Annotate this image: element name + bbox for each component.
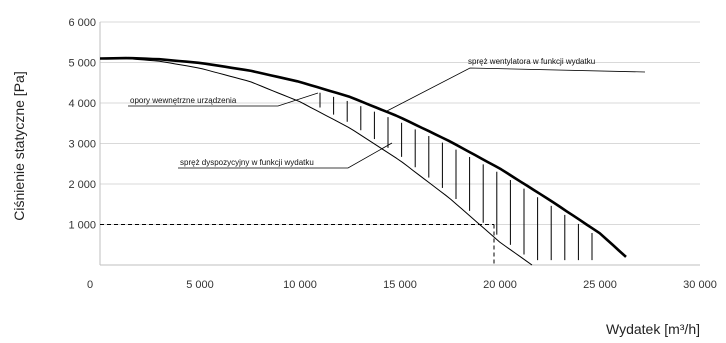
y-tick-labels: 1 000 2 000 3 000 4 000 5 000 6 000 — [68, 17, 96, 232]
x-tick-label: 0 — [87, 279, 93, 291]
y-tick-label: 3 000 — [68, 139, 96, 151]
series-lines — [99, 56, 627, 266]
y-tick-label: 1 000 — [68, 220, 96, 232]
series-line-available-pressure — [100, 58, 533, 266]
hatched-region-internal-resistance — [319, 92, 593, 261]
x-tick-label: 30 000 — [683, 279, 717, 291]
gridlines — [100, 21, 700, 225]
annotation-leaders — [128, 67, 646, 169]
annotation-fan-curve: spręż wentylatora w funkcji wydatku — [468, 57, 595, 66]
annotation-available-pressure: spręż dyspozycyjny w funkcji wydatku — [180, 158, 314, 167]
x-axis-title: Wydatek [m³/h] — [606, 321, 700, 337]
y-tick-label: 6 000 — [68, 17, 96, 29]
y-tick-label: 4 000 — [68, 98, 96, 110]
x-tick-label: 15 000 — [383, 279, 417, 291]
x-tick-label: 20 000 — [483, 279, 517, 291]
leader-available-pressure — [178, 142, 393, 169]
x-tick-label: 5 000 — [186, 279, 214, 291]
annotation-internal-resistance: opory wewnętrzne urządzenia — [130, 96, 237, 105]
y-tick-label: 5 000 — [68, 58, 96, 70]
leader-internal-resistance — [128, 92, 319, 107]
y-axis-title: Ciśnienie statyczne [Pa] — [11, 71, 27, 220]
x-tick-label: 10 000 — [283, 279, 317, 291]
x-tick-label: 25 000 — [583, 279, 617, 291]
series-line-fan-pressure — [99, 56, 627, 258]
operating-point-guides — [100, 224, 495, 265]
y-tick-label: 2 000 — [68, 179, 96, 191]
leader-fan-curve — [384, 67, 646, 113]
x-tick-labels: 0 5 000 10 000 15 000 20 000 25 000 30 000 — [87, 279, 717, 291]
